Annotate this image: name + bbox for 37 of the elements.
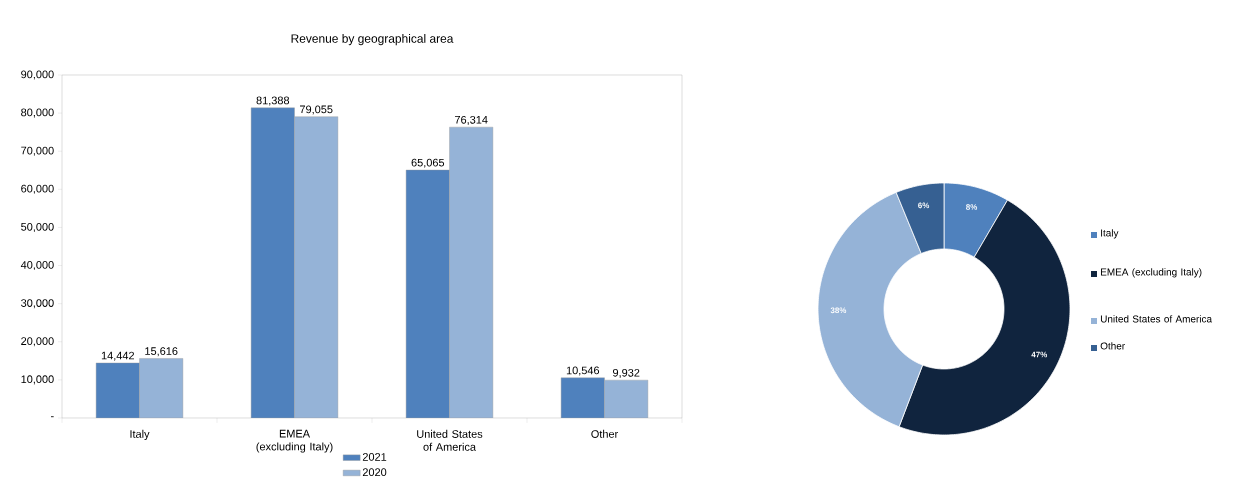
legend-label: 2020: [362, 468, 387, 477]
legend-label: United States of America: [1100, 315, 1213, 323]
bar: [405, 169, 450, 418]
chart-title: Revenue by geographical area: [291, 34, 454, 46]
data-label: 76,314: [455, 115, 488, 125]
y-tick-label: 80,000: [21, 108, 54, 118]
bar: [449, 126, 494, 418]
data-label: 14,442: [101, 351, 135, 361]
bar: [95, 362, 140, 418]
data-label: 81,388: [256, 96, 290, 106]
bar: [560, 377, 605, 418]
x-tick-label: Italy: [130, 429, 150, 441]
x-tick-label: EMEA (excluding Italy): [256, 429, 333, 453]
data-label: 79,055: [300, 105, 333, 115]
y-tick-label: 10,000: [21, 375, 54, 385]
y-tick-label: 20,000: [21, 337, 54, 347]
bar: [250, 107, 295, 418]
y-tick-label: 50,000: [21, 222, 54, 232]
data-label: 65,065: [411, 158, 445, 168]
data-label: 15,616: [145, 347, 178, 357]
legend-label: Italy: [1101, 229, 1119, 239]
bar: [604, 379, 649, 418]
y-tick-label: 40,000: [20, 261, 54, 271]
x-tick-label: Other: [591, 429, 619, 438]
legend-label: Other: [1100, 342, 1125, 350]
y-tick-label: 30,000: [21, 299, 54, 309]
y-tick-label: 90,000: [21, 70, 54, 80]
y-tick-label: -: [50, 416, 54, 418]
legend-label: EMEA (excluding Italy): [1101, 268, 1202, 278]
bar: [294, 116, 339, 418]
y-tick-label: 70,000: [21, 146, 54, 156]
x-tick-label: United States of America: [417, 429, 483, 451]
y-tick-label: 60,000: [21, 184, 54, 194]
legend-label: 2021: [362, 453, 387, 461]
data-label: 9,932: [613, 368, 640, 378]
bar: [139, 358, 184, 418]
data-label: 10,546: [566, 366, 600, 376]
